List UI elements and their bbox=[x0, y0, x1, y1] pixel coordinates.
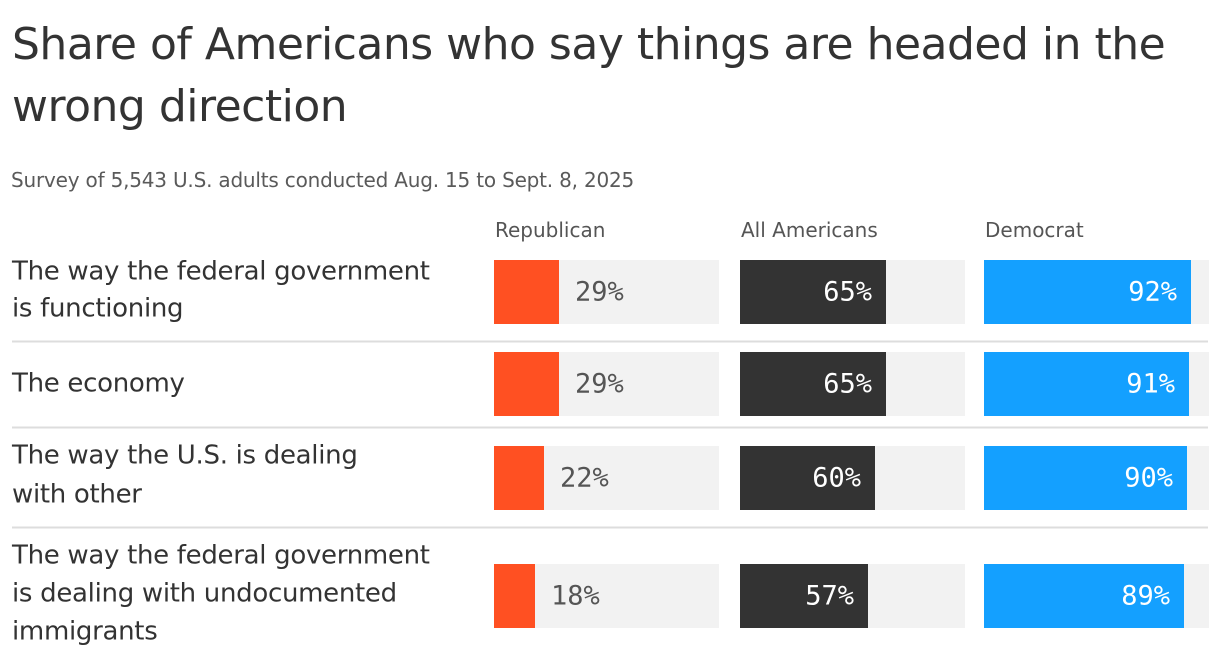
row-label: The way the federal government bbox=[11, 257, 430, 287]
data-label-democrat: 89% bbox=[1121, 581, 1170, 612]
bar-democrat bbox=[984, 352, 1189, 416]
column-header-democrat: Democrat bbox=[985, 218, 1084, 242]
data-label-democrat: 92% bbox=[1128, 277, 1177, 308]
bar-democrat bbox=[984, 446, 1187, 510]
data-label-democrat: 90% bbox=[1124, 463, 1173, 494]
data-label-all-americans: 60% bbox=[812, 463, 861, 494]
bar-all-americans bbox=[740, 446, 875, 510]
data-label-republican: 18% bbox=[551, 581, 600, 612]
bar-republican bbox=[494, 446, 544, 510]
column-header-republican: Republican bbox=[495, 218, 605, 242]
row-label: is functioning bbox=[12, 294, 183, 324]
data-label-republican: 29% bbox=[575, 369, 624, 400]
bar-all-americans bbox=[740, 352, 886, 416]
bar-all-americans bbox=[740, 260, 886, 324]
row-label: is dealing with undocumented bbox=[12, 579, 397, 609]
chart-title: Share of Americans who say things are he… bbox=[12, 19, 1166, 132]
row-label: The way the federal government bbox=[11, 541, 430, 571]
bar-republican bbox=[494, 352, 559, 416]
bar-all-americans bbox=[740, 564, 868, 628]
row-label: The way the U.S. is dealing bbox=[11, 441, 358, 471]
row-label: The economy bbox=[11, 369, 185, 399]
chart-subtitle: Survey of 5,543 U.S. adults conducted Au… bbox=[11, 168, 635, 192]
bar-republican bbox=[494, 260, 559, 324]
column-header-all-americans: All Americans bbox=[741, 218, 878, 242]
data-label-all-americans: 65% bbox=[823, 369, 872, 400]
data-label-republican: 29% bbox=[575, 277, 624, 308]
data-label-democrat: 91% bbox=[1126, 369, 1175, 400]
bar-democrat bbox=[984, 564, 1184, 628]
row-label: with other bbox=[12, 480, 142, 510]
data-label-all-americans: 65% bbox=[823, 277, 872, 308]
data-label-all-americans: 57% bbox=[805, 581, 854, 612]
bar-republican bbox=[494, 564, 535, 628]
bar-democrat bbox=[984, 260, 1191, 324]
data-label-republican: 22% bbox=[560, 463, 609, 494]
row-label: immigrants bbox=[12, 617, 157, 647]
